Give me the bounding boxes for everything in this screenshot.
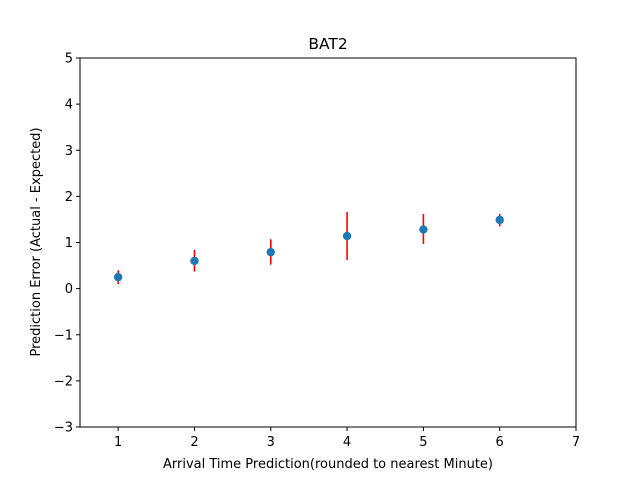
data-point [113, 272, 123, 282]
x-tick-label: 5 [419, 435, 427, 450]
y-tick-label: 5 [65, 52, 73, 67]
y-tick-label: 0 [65, 282, 73, 297]
x-tick-label: 7 [572, 435, 580, 450]
y-tick-label: −2 [54, 374, 73, 389]
y-tick-label: 2 [65, 190, 73, 205]
y-axis-label: Prediction Error (Actual - Expected) [29, 127, 44, 356]
y-tick-label: 1 [65, 236, 73, 251]
data-point [266, 247, 275, 257]
x-axis-label: Arrival Time Prediction(rounded to neare… [163, 457, 493, 472]
plot-area: 1 2 3 4 5 6 7 −3 −2 −1 0 1 2 3 4 5 [54, 52, 580, 451]
data-point [419, 225, 428, 234]
data-point [342, 231, 352, 241]
x-tick-label: 3 [267, 435, 275, 450]
x-tick-label: 2 [190, 435, 198, 450]
data-point [190, 256, 199, 266]
data-point [495, 215, 504, 225]
x-tick-label: 1 [114, 435, 122, 450]
y-tick-label: 4 [65, 98, 73, 113]
y-tick-label: 3 [65, 144, 73, 159]
x-tick-label: 4 [343, 435, 351, 450]
y-tick-label: −1 [54, 328, 73, 343]
y-tick-label: −3 [54, 421, 73, 436]
x-tick-label: 6 [496, 435, 504, 450]
chart-title: BAT2 [308, 35, 347, 53]
